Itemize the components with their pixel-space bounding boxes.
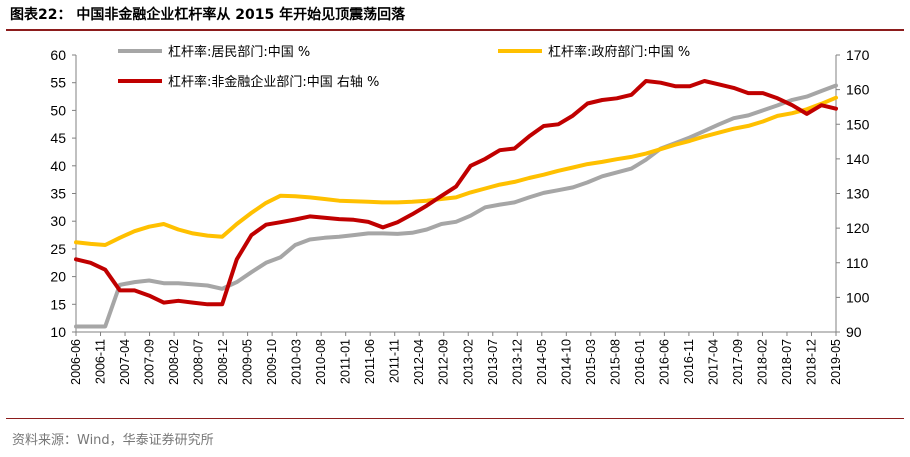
left-tick-label: 45 bbox=[50, 130, 66, 146]
x-tick-label: 2016-01 bbox=[633, 339, 647, 385]
x-tick-label: 2006-06 bbox=[69, 339, 83, 385]
source-note: 资料来源：Wind，华泰证券研究所 bbox=[12, 433, 214, 448]
x-tick-label: 2018-07 bbox=[780, 339, 794, 385]
left-tick-label: 30 bbox=[50, 213, 66, 229]
x-tick-label: 2018-12 bbox=[804, 339, 818, 385]
x-tick-label: 2013-12 bbox=[510, 339, 524, 385]
x-tick-label: 2009-05 bbox=[241, 339, 255, 385]
series-line-3 bbox=[74, 79, 838, 307]
x-tick-label: 2010-08 bbox=[314, 339, 328, 385]
left-tick-label: 10 bbox=[50, 324, 66, 340]
x-tick-label: 2011-01 bbox=[339, 339, 353, 384]
left-tick-label: 50 bbox=[50, 102, 66, 118]
series-line-2 bbox=[74, 95, 838, 247]
x-tick-label: 2008-02 bbox=[167, 339, 181, 385]
x-tick-label: 2015-03 bbox=[584, 339, 598, 385]
right-tick-label: 150 bbox=[846, 116, 870, 132]
x-tick-label: 2016-11 bbox=[682, 339, 696, 384]
x-tick-label: 2007-04 bbox=[118, 339, 132, 385]
right-tick-label: 140 bbox=[846, 151, 870, 167]
legend-label: 杠杆率:居民部门:中国 % bbox=[168, 44, 310, 60]
x-tick-label: 2016-06 bbox=[657, 339, 671, 385]
right-tick-label: 120 bbox=[846, 220, 870, 236]
left-tick-label: 60 bbox=[50, 47, 66, 63]
x-tick-label: 2017-04 bbox=[706, 339, 720, 385]
x-tick-label: 2009-10 bbox=[265, 339, 279, 385]
series-lines bbox=[74, 79, 838, 329]
x-tick-label: 2019-05 bbox=[829, 339, 843, 385]
x-tick-label: 2008-12 bbox=[216, 339, 230, 385]
left-tick-label: 55 bbox=[50, 75, 66, 91]
legend-label: 杠杆率:非金融企业部门:中国 右轴 % bbox=[168, 74, 379, 90]
x-tick-label: 2012-09 bbox=[437, 339, 451, 385]
x-tick-label: 2012-04 bbox=[412, 339, 426, 385]
x-tick-label: 2010-03 bbox=[290, 339, 304, 385]
chart-title: 图表22： 中国非金融企业杠杆率从 2015 年开始见顶震荡回落 bbox=[10, 7, 406, 23]
x-tick-label: 2006-11 bbox=[94, 339, 108, 384]
axes: 10 15 20 25 30 35 40 45 50 55 60 90 100 110 120 130 140 1… bbox=[50, 47, 869, 385]
legend: 杠杆率:居民部门:中国 % 杠杆率:政府部门:中国 % 杠杆率:非金融企业部门:中国… bbox=[118, 44, 690, 90]
source-divider bbox=[6, 418, 904, 419]
x-tick-label: 2018-02 bbox=[755, 339, 769, 385]
right-tick-label: 110 bbox=[846, 255, 869, 271]
left-tick-label: 35 bbox=[50, 186, 66, 202]
right-tick-label: 170 bbox=[846, 47, 870, 63]
x-tick-label: 2011-06 bbox=[363, 339, 377, 384]
x-tick-label: 2013-02 bbox=[461, 339, 475, 385]
right-tick-label: 130 bbox=[846, 186, 870, 202]
left-tick-label: 25 bbox=[50, 241, 66, 257]
x-tick-label: 2015-08 bbox=[608, 339, 622, 385]
x-tick-label: 2008-07 bbox=[192, 339, 206, 385]
right-tick-label: 90 bbox=[846, 324, 862, 340]
right-tick-label: 160 bbox=[846, 82, 870, 98]
series-line-1 bbox=[74, 83, 838, 329]
x-tick-label: 2014-10 bbox=[559, 339, 573, 385]
x-tick-label: 2013-07 bbox=[486, 339, 500, 385]
left-tick-label: 20 bbox=[50, 269, 66, 285]
x-tick-label: 2017-09 bbox=[731, 339, 745, 385]
title-divider bbox=[6, 29, 904, 31]
left-tick-label: 15 bbox=[50, 296, 66, 312]
right-tick-label: 100 bbox=[846, 289, 870, 305]
x-tick-label: 2014-05 bbox=[535, 339, 549, 385]
x-tick-label: 2007-09 bbox=[143, 339, 157, 385]
legend-label: 杠杆率:政府部门:中国 % bbox=[548, 44, 690, 60]
left-tick-label: 40 bbox=[50, 158, 66, 174]
x-tick-label: 2011-11 bbox=[388, 339, 402, 383]
